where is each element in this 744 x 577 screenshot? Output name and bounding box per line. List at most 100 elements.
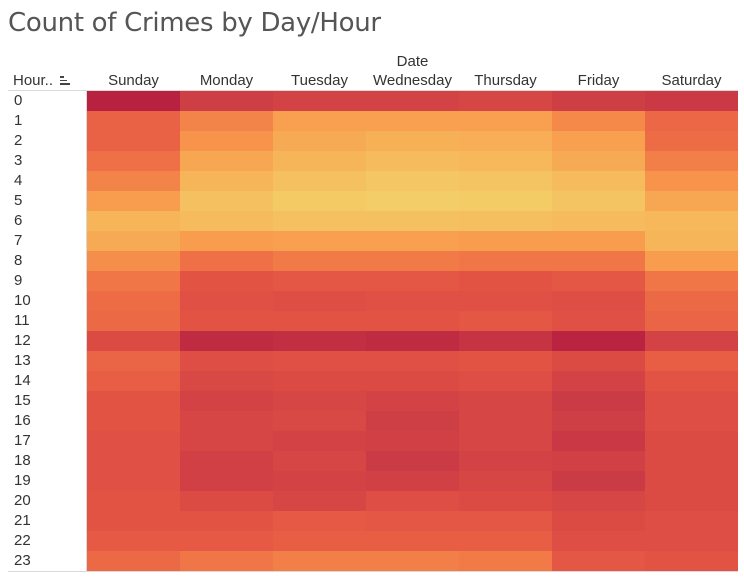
heatmap-cell-tuesday-hour-12[interactable] <box>273 331 366 351</box>
heatmap-cell-friday-hour-15[interactable] <box>552 391 645 411</box>
heatmap-cell-thursday-hour-18[interactable] <box>459 451 552 471</box>
heatmap-cell-sunday-hour-16[interactable] <box>87 411 180 431</box>
heatmap-cell-wednesday-hour-8[interactable] <box>366 251 459 271</box>
heatmap-cell-tuesday-hour-4[interactable] <box>273 171 366 191</box>
heatmap-cell-saturday-hour-9[interactable] <box>645 271 738 291</box>
heatmap-cell-friday-hour-18[interactable] <box>552 451 645 471</box>
heatmap-cell-sunday-hour-0[interactable] <box>87 91 180 111</box>
heatmap-cell-tuesday-hour-19[interactable] <box>273 471 366 491</box>
heatmap-cell-saturday-hour-13[interactable] <box>645 351 738 371</box>
heatmap-cell-tuesday-hour-23[interactable] <box>273 551 366 571</box>
heatmap-cell-tuesday-hour-7[interactable] <box>273 231 366 251</box>
heatmap-cell-saturday-hour-15[interactable] <box>645 391 738 411</box>
heatmap-cell-thursday-hour-13[interactable] <box>459 351 552 371</box>
heatmap-cell-tuesday-hour-11[interactable] <box>273 311 366 331</box>
heatmap-cell-thursday-hour-10[interactable] <box>459 291 552 311</box>
heatmap-cell-wednesday-hour-3[interactable] <box>366 151 459 171</box>
heatmap-cell-thursday-hour-2[interactable] <box>459 131 552 151</box>
row-header[interactable]: Hour.. <box>13 72 71 89</box>
heatmap-cell-sunday-hour-6[interactable] <box>87 211 180 231</box>
heatmap-cell-wednesday-hour-4[interactable] <box>366 171 459 191</box>
heatmap-cell-saturday-hour-1[interactable] <box>645 111 738 131</box>
heatmap-cell-sunday-hour-17[interactable] <box>87 431 180 451</box>
heatmap-cell-friday-hour-1[interactable] <box>552 111 645 131</box>
heatmap-cell-monday-hour-4[interactable] <box>180 171 273 191</box>
heatmap-cell-tuesday-hour-6[interactable] <box>273 211 366 231</box>
heatmap-cell-sunday-hour-8[interactable] <box>87 251 180 271</box>
heatmap-cell-monday-hour-7[interactable] <box>180 231 273 251</box>
heatmap-cell-saturday-hour-7[interactable] <box>645 231 738 251</box>
sort-descending-icon[interactable] <box>60 76 71 85</box>
heatmap-cell-friday-hour-13[interactable] <box>552 351 645 371</box>
heatmap-cell-thursday-hour-14[interactable] <box>459 371 552 391</box>
heatmap-cell-saturday-hour-11[interactable] <box>645 311 738 331</box>
heatmap-cell-saturday-hour-0[interactable] <box>645 91 738 111</box>
heatmap-cell-thursday-hour-5[interactable] <box>459 191 552 211</box>
heatmap-cell-tuesday-hour-1[interactable] <box>273 111 366 131</box>
heatmap-cell-sunday-hour-22[interactable] <box>87 531 180 551</box>
heatmap-cell-monday-hour-14[interactable] <box>180 371 273 391</box>
heatmap-cell-monday-hour-12[interactable] <box>180 331 273 351</box>
heatmap-cell-saturday-hour-21[interactable] <box>645 511 738 531</box>
heatmap-cell-monday-hour-3[interactable] <box>180 151 273 171</box>
heatmap-cell-sunday-hour-21[interactable] <box>87 511 180 531</box>
heatmap-cell-sunday-hour-23[interactable] <box>87 551 180 571</box>
heatmap-cell-friday-hour-4[interactable] <box>552 171 645 191</box>
heatmap-cell-wednesday-hour-1[interactable] <box>366 111 459 131</box>
heatmap-cell-saturday-hour-19[interactable] <box>645 471 738 491</box>
heatmap-cell-friday-hour-20[interactable] <box>552 491 645 511</box>
heatmap-cell-friday-hour-2[interactable] <box>552 131 645 151</box>
heatmap-cell-friday-hour-23[interactable] <box>552 551 645 571</box>
heatmap-cell-wednesday-hour-17[interactable] <box>366 431 459 451</box>
heatmap-cell-sunday-hour-13[interactable] <box>87 351 180 371</box>
heatmap-cell-tuesday-hour-17[interactable] <box>273 431 366 451</box>
heatmap-cell-wednesday-hour-9[interactable] <box>366 271 459 291</box>
heatmap-cell-thursday-hour-22[interactable] <box>459 531 552 551</box>
heatmap-cell-thursday-hour-7[interactable] <box>459 231 552 251</box>
heatmap-cell-monday-hour-20[interactable] <box>180 491 273 511</box>
heatmap-cell-tuesday-hour-21[interactable] <box>273 511 366 531</box>
heatmap-cell-friday-hour-0[interactable] <box>552 91 645 111</box>
heatmap-cell-saturday-hour-3[interactable] <box>645 151 738 171</box>
heatmap-cell-monday-hour-5[interactable] <box>180 191 273 211</box>
heatmap-cell-saturday-hour-10[interactable] <box>645 291 738 311</box>
heatmap-cell-wednesday-hour-13[interactable] <box>366 351 459 371</box>
heatmap-cell-thursday-hour-9[interactable] <box>459 271 552 291</box>
heatmap-cell-monday-hour-23[interactable] <box>180 551 273 571</box>
heatmap-cell-friday-hour-21[interactable] <box>552 511 645 531</box>
heatmap-cell-wednesday-hour-7[interactable] <box>366 231 459 251</box>
heatmap-cell-friday-hour-16[interactable] <box>552 411 645 431</box>
heatmap-cell-sunday-hour-3[interactable] <box>87 151 180 171</box>
heatmap-cell-friday-hour-7[interactable] <box>552 231 645 251</box>
heatmap-cell-sunday-hour-10[interactable] <box>87 291 180 311</box>
heatmap-cell-thursday-hour-17[interactable] <box>459 431 552 451</box>
heatmap-cell-wednesday-hour-14[interactable] <box>366 371 459 391</box>
heatmap-cell-tuesday-hour-3[interactable] <box>273 151 366 171</box>
heatmap-cell-thursday-hour-19[interactable] <box>459 471 552 491</box>
heatmap-cell-friday-hour-17[interactable] <box>552 431 645 451</box>
heatmap-cell-saturday-hour-2[interactable] <box>645 131 738 151</box>
heatmap-cell-monday-hour-11[interactable] <box>180 311 273 331</box>
heatmap-cell-tuesday-hour-13[interactable] <box>273 351 366 371</box>
heatmap-cell-friday-hour-3[interactable] <box>552 151 645 171</box>
heatmap-cell-friday-hour-9[interactable] <box>552 271 645 291</box>
heatmap-cell-saturday-hour-4[interactable] <box>645 171 738 191</box>
heatmap-cell-wednesday-hour-0[interactable] <box>366 91 459 111</box>
heatmap-cell-sunday-hour-1[interactable] <box>87 111 180 131</box>
heatmap-cell-thursday-hour-3[interactable] <box>459 151 552 171</box>
heatmap-cell-tuesday-hour-22[interactable] <box>273 531 366 551</box>
heatmap-cell-wednesday-hour-15[interactable] <box>366 391 459 411</box>
heatmap-cell-wednesday-hour-5[interactable] <box>366 191 459 211</box>
heatmap-cell-monday-hour-22[interactable] <box>180 531 273 551</box>
heatmap-cell-wednesday-hour-18[interactable] <box>366 451 459 471</box>
heatmap-cell-tuesday-hour-10[interactable] <box>273 291 366 311</box>
heatmap-cell-friday-hour-5[interactable] <box>552 191 645 211</box>
heatmap-cell-saturday-hour-5[interactable] <box>645 191 738 211</box>
heatmap-cell-monday-hour-10[interactable] <box>180 291 273 311</box>
heatmap-cell-saturday-hour-23[interactable] <box>645 551 738 571</box>
heatmap-cell-tuesday-hour-16[interactable] <box>273 411 366 431</box>
heatmap-cell-wednesday-hour-21[interactable] <box>366 511 459 531</box>
heatmap-cell-sunday-hour-11[interactable] <box>87 311 180 331</box>
heatmap-cell-saturday-hour-22[interactable] <box>645 531 738 551</box>
heatmap-cell-tuesday-hour-15[interactable] <box>273 391 366 411</box>
